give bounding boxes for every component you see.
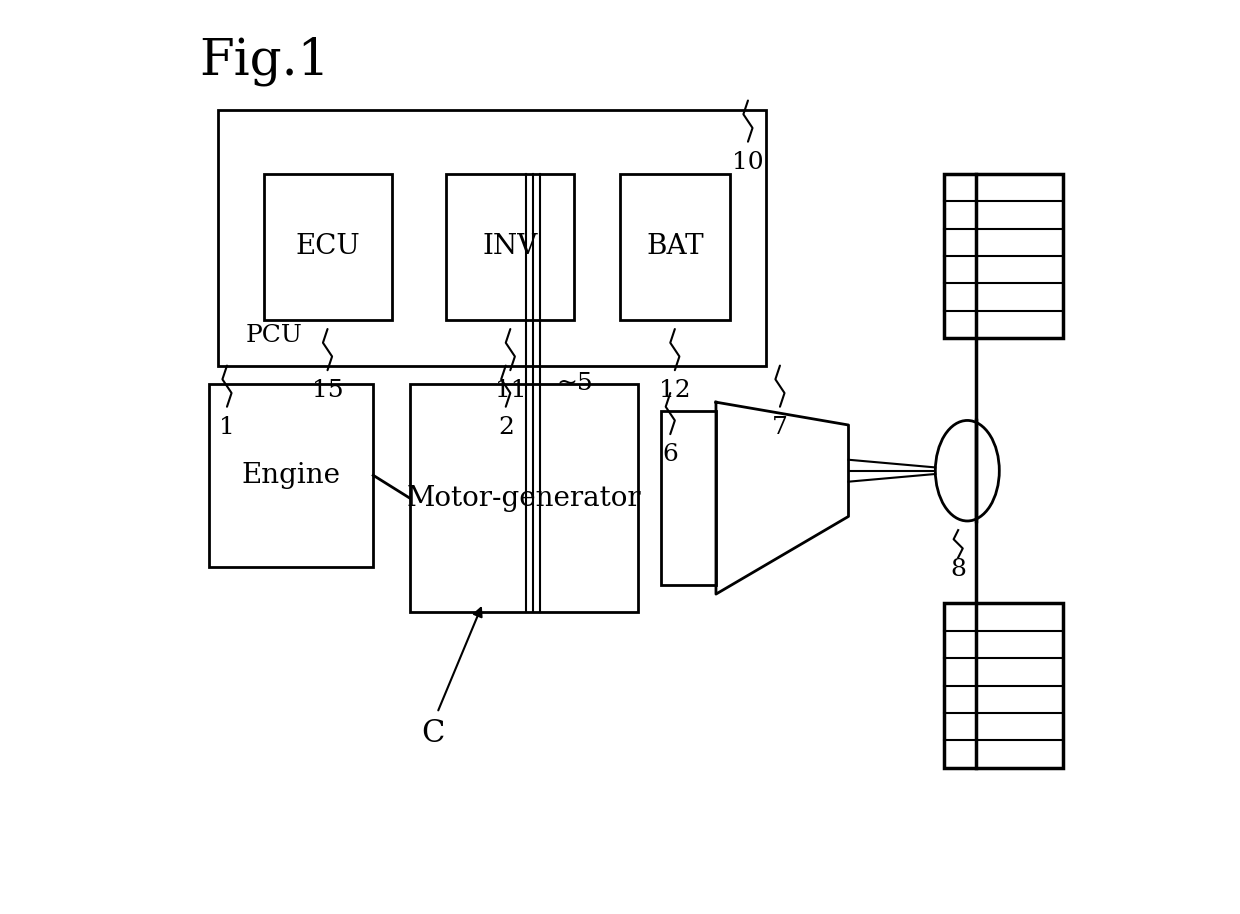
Text: ECU: ECU: [295, 233, 360, 260]
Text: C: C: [420, 718, 444, 749]
Text: PCU: PCU: [246, 324, 303, 347]
Text: 10: 10: [732, 151, 764, 174]
FancyBboxPatch shape: [945, 174, 1063, 338]
Text: 1: 1: [219, 416, 234, 439]
FancyBboxPatch shape: [620, 174, 729, 320]
Text: 7: 7: [773, 416, 787, 439]
Text: 12: 12: [658, 379, 691, 402]
Text: 8: 8: [950, 558, 966, 580]
Text: ~5: ~5: [556, 372, 593, 396]
Text: 11: 11: [495, 379, 526, 402]
FancyBboxPatch shape: [208, 384, 373, 567]
Text: INV: INV: [482, 233, 538, 260]
Text: Engine: Engine: [242, 462, 341, 489]
Text: Motor-generator: Motor-generator: [407, 484, 641, 512]
Ellipse shape: [935, 420, 999, 521]
FancyBboxPatch shape: [446, 174, 574, 320]
Text: BAT: BAT: [646, 233, 703, 260]
Text: 2: 2: [497, 416, 513, 439]
FancyBboxPatch shape: [264, 174, 392, 320]
Text: 6: 6: [662, 443, 678, 466]
FancyBboxPatch shape: [409, 384, 639, 612]
FancyBboxPatch shape: [218, 110, 766, 366]
FancyBboxPatch shape: [661, 411, 715, 585]
FancyBboxPatch shape: [945, 603, 1063, 768]
Text: 15: 15: [311, 379, 343, 402]
Text: Fig.1: Fig.1: [200, 37, 330, 86]
